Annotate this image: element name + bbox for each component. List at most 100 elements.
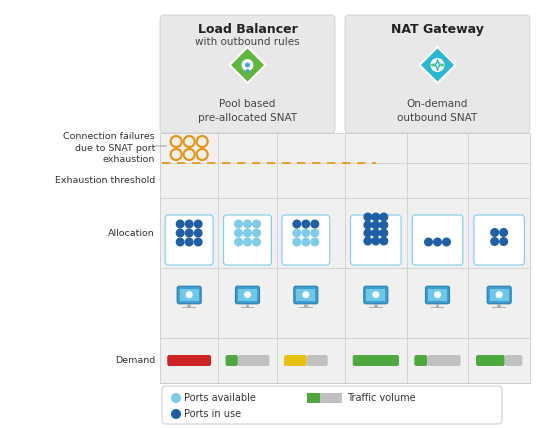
Circle shape bbox=[301, 220, 310, 229]
Circle shape bbox=[379, 212, 388, 222]
Polygon shape bbox=[230, 47, 265, 83]
Circle shape bbox=[234, 229, 243, 238]
Circle shape bbox=[371, 229, 380, 238]
Circle shape bbox=[310, 229, 320, 238]
Circle shape bbox=[371, 220, 380, 229]
FancyBboxPatch shape bbox=[476, 355, 505, 366]
Text: Ports available: Ports available bbox=[184, 393, 256, 403]
Bar bbox=[238, 288, 257, 300]
Circle shape bbox=[379, 220, 388, 229]
FancyBboxPatch shape bbox=[282, 215, 330, 265]
Bar bbox=[299, 307, 313, 308]
Circle shape bbox=[245, 69, 250, 73]
Circle shape bbox=[490, 228, 499, 237]
FancyBboxPatch shape bbox=[225, 355, 238, 366]
Text: Allocation: Allocation bbox=[108, 229, 155, 238]
FancyBboxPatch shape bbox=[307, 355, 328, 366]
Text: Load Balancer: Load Balancer bbox=[197, 23, 298, 36]
Bar bbox=[431, 307, 444, 308]
Circle shape bbox=[194, 220, 203, 229]
Circle shape bbox=[441, 63, 444, 66]
Bar bbox=[374, 304, 378, 307]
Text: with outbound rules: with outbound rules bbox=[195, 37, 300, 47]
Circle shape bbox=[379, 237, 388, 246]
Circle shape bbox=[245, 62, 250, 68]
Circle shape bbox=[185, 229, 194, 238]
FancyBboxPatch shape bbox=[224, 215, 271, 265]
Circle shape bbox=[495, 291, 502, 298]
Circle shape bbox=[490, 237, 499, 246]
Circle shape bbox=[310, 220, 320, 229]
Circle shape bbox=[363, 229, 372, 238]
Bar bbox=[436, 304, 440, 307]
Bar bbox=[296, 288, 315, 300]
FancyBboxPatch shape bbox=[238, 355, 270, 366]
Circle shape bbox=[243, 220, 252, 229]
Text: Exhaustion threshold: Exhaustion threshold bbox=[55, 176, 155, 185]
Polygon shape bbox=[420, 47, 456, 83]
FancyBboxPatch shape bbox=[162, 386, 502, 424]
FancyBboxPatch shape bbox=[165, 215, 213, 265]
Circle shape bbox=[430, 58, 444, 72]
Bar bbox=[187, 304, 191, 307]
Bar bbox=[366, 288, 385, 300]
FancyBboxPatch shape bbox=[505, 355, 522, 366]
Circle shape bbox=[176, 229, 185, 238]
Bar bbox=[180, 288, 199, 300]
FancyBboxPatch shape bbox=[487, 286, 511, 304]
Text: Ports in use: Ports in use bbox=[184, 409, 241, 419]
Bar bbox=[492, 307, 506, 308]
Bar bbox=[241, 307, 254, 308]
Circle shape bbox=[171, 409, 181, 419]
FancyBboxPatch shape bbox=[284, 355, 307, 366]
Circle shape bbox=[424, 238, 433, 247]
FancyBboxPatch shape bbox=[236, 286, 259, 304]
FancyBboxPatch shape bbox=[177, 286, 201, 304]
Circle shape bbox=[301, 229, 310, 238]
FancyBboxPatch shape bbox=[160, 15, 335, 133]
Circle shape bbox=[244, 291, 251, 298]
FancyBboxPatch shape bbox=[364, 286, 388, 304]
Text: Connection failures
due to SNAT port
exhaustion: Connection failures due to SNAT port exh… bbox=[63, 132, 155, 164]
FancyBboxPatch shape bbox=[294, 286, 318, 304]
Bar bbox=[320, 393, 342, 403]
Circle shape bbox=[292, 238, 301, 247]
Bar bbox=[490, 288, 508, 300]
FancyBboxPatch shape bbox=[167, 355, 211, 366]
Bar bbox=[245, 304, 250, 307]
Text: NAT Gateway: NAT Gateway bbox=[391, 23, 484, 36]
FancyBboxPatch shape bbox=[427, 355, 461, 366]
Circle shape bbox=[252, 220, 261, 229]
Circle shape bbox=[243, 229, 252, 238]
Text: Demand: Demand bbox=[115, 356, 155, 365]
Circle shape bbox=[242, 59, 253, 71]
Bar bbox=[307, 393, 320, 403]
Circle shape bbox=[379, 229, 388, 238]
Circle shape bbox=[371, 212, 380, 222]
Bar bbox=[160, 133, 530, 383]
Circle shape bbox=[310, 238, 320, 247]
Bar bbox=[160, 133, 530, 383]
FancyBboxPatch shape bbox=[412, 215, 463, 265]
Circle shape bbox=[171, 393, 181, 403]
Text: Pool based
pre-allocated SNAT: Pool based pre-allocated SNAT bbox=[198, 99, 297, 122]
Circle shape bbox=[243, 238, 252, 247]
Circle shape bbox=[234, 238, 243, 247]
Circle shape bbox=[194, 229, 203, 238]
Circle shape bbox=[433, 238, 442, 247]
Circle shape bbox=[363, 220, 372, 229]
Circle shape bbox=[301, 238, 310, 247]
FancyBboxPatch shape bbox=[414, 355, 427, 366]
Text: Traffic volume: Traffic volume bbox=[347, 393, 416, 403]
Circle shape bbox=[363, 212, 372, 222]
Bar bbox=[369, 307, 383, 308]
Circle shape bbox=[252, 238, 261, 247]
Circle shape bbox=[185, 220, 194, 229]
Circle shape bbox=[363, 237, 372, 246]
FancyBboxPatch shape bbox=[351, 215, 401, 265]
Circle shape bbox=[434, 291, 441, 298]
FancyBboxPatch shape bbox=[426, 286, 450, 304]
Circle shape bbox=[292, 229, 301, 238]
Circle shape bbox=[234, 220, 243, 229]
Bar bbox=[497, 304, 501, 307]
